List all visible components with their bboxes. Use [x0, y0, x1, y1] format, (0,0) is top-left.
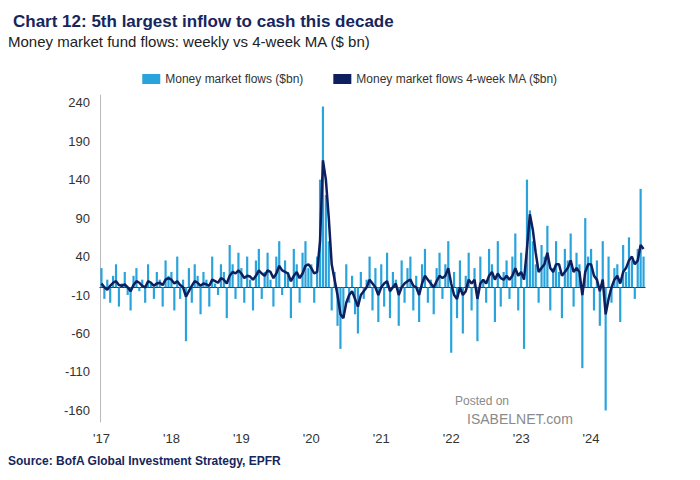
svg-text:-10: -10 — [71, 288, 90, 303]
svg-text:Money market flows ($bn): Money market flows ($bn) — [165, 72, 303, 86]
svg-text:90: 90 — [76, 211, 90, 226]
svg-text:'22: '22 — [443, 431, 460, 446]
svg-text:Posted on: Posted on — [455, 394, 509, 408]
svg-text:240: 240 — [68, 95, 90, 110]
svg-text:-60: -60 — [71, 326, 90, 341]
svg-text:40: 40 — [76, 249, 90, 264]
svg-text:'23: '23 — [513, 431, 530, 446]
svg-text:-160: -160 — [64, 403, 90, 418]
svg-text:ISABELNET.com: ISABELNET.com — [467, 411, 573, 427]
svg-text:Money market fund flows: weekl: Money market fund flows: weekly vs 4-wee… — [8, 33, 370, 50]
svg-text:'20: '20 — [303, 431, 320, 446]
svg-text:Source: BofA Global Investment: Source: BofA Global Investment Strategy,… — [8, 454, 281, 468]
svg-text:'17: '17 — [93, 431, 110, 446]
svg-text:'21: '21 — [373, 431, 390, 446]
svg-text:'18: '18 — [163, 431, 180, 446]
svg-text:140: 140 — [68, 172, 90, 187]
svg-text:Chart 12: 5th largest inflow t: Chart 12: 5th largest inflow to cash thi… — [13, 12, 394, 31]
svg-text:190: 190 — [68, 134, 90, 149]
svg-text:'24: '24 — [583, 431, 600, 446]
svg-text:'19: '19 — [233, 431, 250, 446]
svg-text:-110: -110 — [65, 364, 90, 379]
svg-text:Money market flows 4-week MA (: Money market flows 4-week MA ($bn) — [356, 72, 557, 86]
